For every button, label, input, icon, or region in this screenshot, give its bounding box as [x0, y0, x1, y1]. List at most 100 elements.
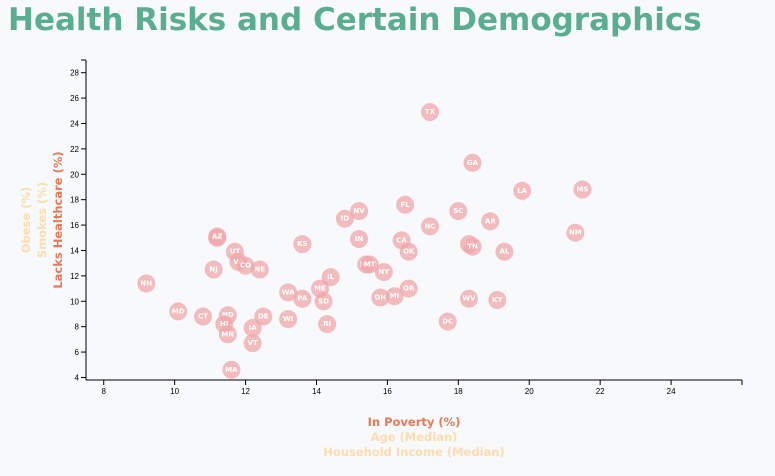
state-point[interactable]: DE: [254, 307, 273, 326]
state-circle[interactable]: [218, 325, 237, 344]
x-axis-title[interactable]: Age (Median): [371, 430, 458, 444]
state-circle[interactable]: [481, 212, 500, 231]
state-circle[interactable]: [243, 318, 262, 337]
state-circle[interactable]: [374, 263, 393, 282]
state-circle[interactable]: [350, 230, 369, 249]
state-point[interactable]: LA: [513, 181, 532, 200]
state-circle[interactable]: [420, 217, 439, 236]
state-point[interactable]: IA: [243, 318, 262, 337]
state-circle[interactable]: [573, 180, 592, 199]
state-circle[interactable]: [293, 235, 312, 254]
state-circle[interactable]: [463, 237, 482, 256]
data-points: TXGALAMSFLSCNVIDARNCNMAKAZINCAKSAZTNOKAL…: [137, 103, 592, 379]
state-point[interactable]: DC: [438, 312, 457, 331]
state-circle[interactable]: [399, 242, 418, 261]
state-circle[interactable]: [459, 289, 478, 308]
state-point[interactable]: NC: [420, 217, 439, 236]
state-point[interactable]: WI: [279, 310, 298, 329]
state-circle[interactable]: [438, 312, 457, 331]
state-point[interactable]: SD: [314, 292, 333, 311]
state-circle[interactable]: [222, 360, 241, 379]
state-abbr-label: CO: [240, 262, 251, 270]
state-point[interactable]: OH: [371, 288, 390, 307]
state-circle[interactable]: [321, 268, 340, 287]
state-circle[interactable]: [254, 307, 273, 326]
state-circle[interactable]: [449, 202, 468, 221]
state-point[interactable]: RI: [318, 315, 337, 334]
state-circle[interactable]: [566, 223, 585, 242]
x-tick-label: 14: [312, 387, 321, 396]
state-circle[interactable]: [204, 260, 223, 279]
state-circle[interactable]: [250, 260, 269, 279]
state-point[interactable]: NV: [350, 202, 369, 221]
y-axis-title[interactable]: Lacks Healthcare (%): [51, 151, 65, 288]
state-circle[interactable]: [495, 242, 514, 261]
state-circle[interactable]: [350, 202, 369, 221]
state-point[interactable]: KS: [293, 235, 312, 254]
state-point[interactable]: NE: [250, 260, 269, 279]
state-point[interactable]: KY: [488, 291, 507, 309]
state-point[interactable]: AZ: [208, 227, 227, 246]
state-point[interactable]: TN: [463, 237, 482, 256]
state-point[interactable]: FL: [396, 195, 415, 214]
state-point[interactable]: PA: [293, 289, 312, 308]
state-point[interactable]: OR: [399, 279, 418, 298]
state-circle[interactable]: [243, 334, 262, 353]
y-axis-title[interactable]: Obese (%): [19, 187, 33, 254]
state-circle[interactable]: [137, 274, 156, 293]
state-circle[interactable]: [399, 279, 418, 298]
state-point[interactable]: AL: [495, 242, 514, 261]
state-point[interactable]: MI: [385, 287, 404, 306]
state-point[interactable]: NH: [137, 274, 156, 293]
state-circle[interactable]: [513, 181, 532, 200]
state-point[interactable]: SC: [449, 202, 468, 221]
y-tick-label: 16: [70, 221, 79, 230]
state-circle[interactable]: [318, 315, 337, 334]
state-abbr-label: NV: [353, 207, 365, 215]
state-point[interactable]: OK: [399, 242, 418, 261]
state-point[interactable]: MA: [222, 360, 241, 379]
x-axis-title[interactable]: In Poverty (%): [368, 415, 461, 429]
state-point[interactable]: VT: [243, 334, 262, 353]
state-point[interactable]: AR: [481, 212, 500, 231]
y-tick-label: 12: [70, 272, 79, 281]
state-circle[interactable]: [420, 103, 439, 122]
state-point[interactable]: GA: [463, 153, 482, 172]
state-circle[interactable]: [360, 255, 379, 274]
state-point[interactable]: IL: [321, 268, 340, 287]
state-circle[interactable]: [208, 227, 227, 246]
state-circle[interactable]: [488, 291, 507, 309]
state-abbr-label: IA: [249, 324, 258, 332]
state-point[interactable]: CO: [236, 256, 255, 275]
state-circle[interactable]: [236, 256, 255, 275]
state-point[interactable]: ID: [335, 209, 354, 228]
state-point[interactable]: WV: [459, 289, 478, 308]
state-point[interactable]: CT: [194, 307, 213, 326]
state-abbr-label: DC: [442, 318, 453, 326]
state-point[interactable]: MT: [360, 255, 379, 274]
y-axis-title[interactable]: Smokes (%): [35, 182, 49, 258]
state-circle[interactable]: [169, 302, 188, 321]
x-axis-title[interactable]: Household Income (Median): [323, 445, 504, 459]
state-circle[interactable]: [371, 288, 390, 307]
state-point[interactable]: MD: [169, 302, 188, 321]
state-point[interactable]: NJ: [204, 260, 223, 279]
state-point[interactable]: MN: [218, 325, 237, 344]
state-circle[interactable]: [194, 307, 213, 326]
state-abbr-label: SC: [453, 207, 463, 215]
state-circle[interactable]: [463, 153, 482, 172]
state-circle[interactable]: [385, 287, 404, 306]
state-circle[interactable]: [314, 292, 333, 311]
state-point[interactable]: NY: [374, 263, 393, 282]
state-point[interactable]: NM: [566, 223, 585, 242]
state-point[interactable]: MS: [573, 180, 592, 199]
state-circle[interactable]: [335, 209, 354, 228]
state-circle[interactable]: [279, 310, 298, 329]
state-point[interactable]: WA: [279, 283, 298, 302]
state-circle[interactable]: [279, 283, 298, 302]
state-circle[interactable]: [396, 195, 415, 214]
state-point[interactable]: TX: [420, 103, 439, 122]
x-tick-label: 12: [241, 387, 250, 396]
state-point[interactable]: IN: [350, 230, 369, 249]
state-circle[interactable]: [293, 289, 312, 308]
